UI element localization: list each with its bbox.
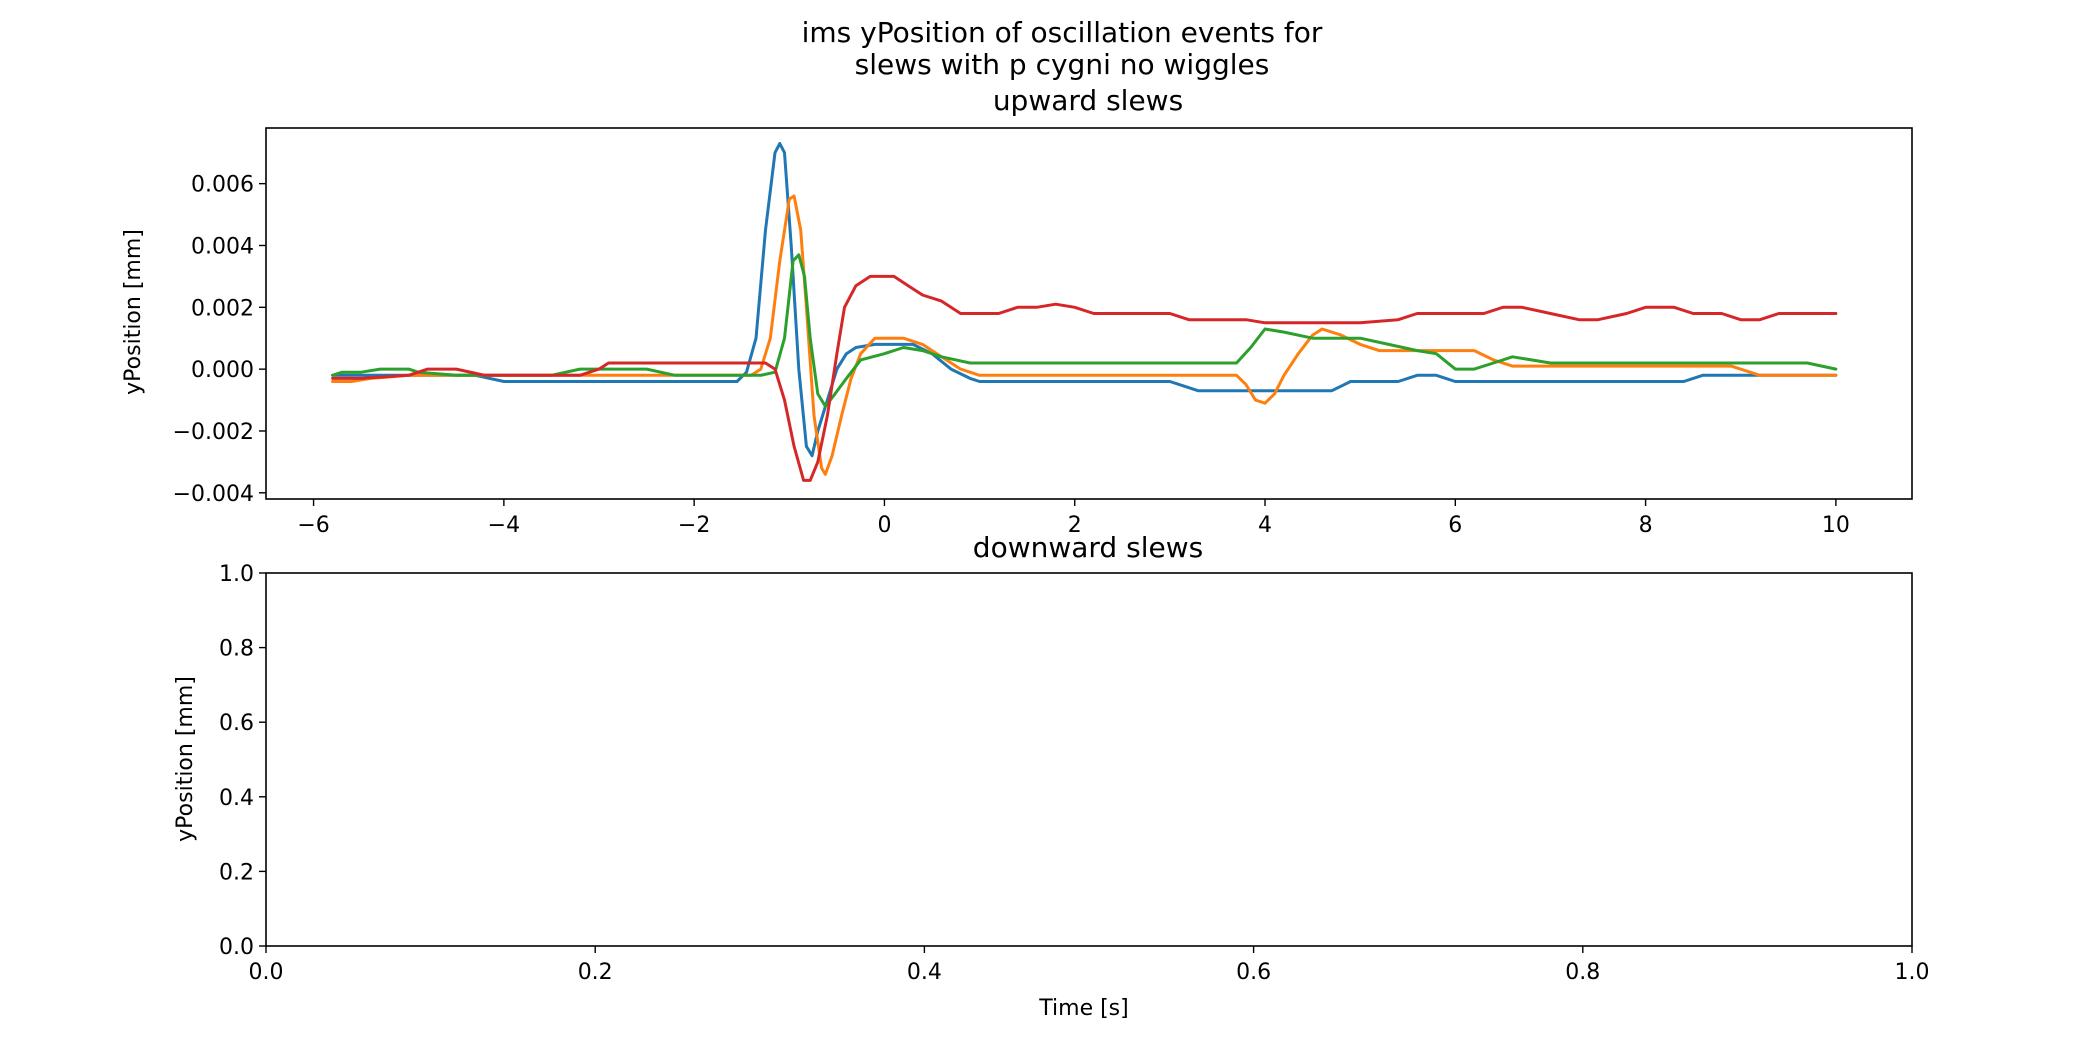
upward-slews-y-tick-label: −0.002 xyxy=(173,420,254,445)
downward-slews-x-tick-label: 0.6 xyxy=(1236,960,1271,985)
downward-slews-y-tick-label: 0.6 xyxy=(219,711,254,736)
figure-title-line-1: ims yPosition of oscillation events for xyxy=(802,16,1323,49)
upward-slews-y-axis-label: yPosition [mm] xyxy=(121,229,146,395)
upward-slews-x-tick-label: 2 xyxy=(1068,513,1082,538)
upward-slews-x-tick-label: 0 xyxy=(877,513,891,538)
downward-slews-x-tick-label: 0.4 xyxy=(907,960,942,985)
upward-slews-y-tick-label: 0.004 xyxy=(191,234,254,259)
upward-slews-y-tick-label: −0.004 xyxy=(173,482,254,507)
downward-slews-y-tick-label: 0.0 xyxy=(219,935,254,960)
upward-slews-x-tick-label: −4 xyxy=(488,513,520,538)
downward-slews-x-tick-label: 0.2 xyxy=(578,960,613,985)
downward-slews-x-tick-label: 1.0 xyxy=(1895,960,1930,985)
figure-title-line-2: slews with p cygni no wiggles xyxy=(855,48,1270,81)
downward-slews-y-tick-label: 1.0 xyxy=(219,562,254,587)
upward-slews-y-tick-label: 0.002 xyxy=(191,296,254,321)
upward-slews-series-line-1 xyxy=(331,142,1838,458)
downward-slews-title: downward slews xyxy=(973,531,1203,564)
upward-slews-series-line-4 xyxy=(331,274,1838,482)
upward-slews-x-tick-label: 4 xyxy=(1258,513,1272,538)
upward-slews-series-line-3 xyxy=(331,253,1838,408)
downward-slews-x-tick-label: 0.8 xyxy=(1565,960,1600,985)
upward-slews-subplot: upward slews yPosition [mm] −6 −4 −2 0 2 4 6 8 1… xyxy=(121,84,1913,538)
downward-slews-y-tick-label: 0.2 xyxy=(219,860,254,885)
upward-slews-y-tick-label: 0.000 xyxy=(191,358,254,383)
upward-slews-title: upward slews xyxy=(993,84,1183,117)
downward-slews-x-axis-label: Time [s] xyxy=(1038,996,1128,1021)
upward-slews-frame xyxy=(265,127,1913,500)
downward-slews-y-tick-label: 0.4 xyxy=(219,786,254,811)
upward-slews-ticks: −6 −4 −2 0 2 4 6 8 10 −0.004 −0.002 0.000 0.002 0.004… xyxy=(173,173,1850,538)
downward-slews-y-tick-label: 0.8 xyxy=(219,637,254,662)
upward-slews-x-tick-label: −2 xyxy=(678,513,710,538)
upward-slews-lines xyxy=(331,142,1838,482)
upward-slews-y-tick-label: 0.006 xyxy=(191,173,254,198)
upward-slews-x-tick-label: 10 xyxy=(1822,513,1850,538)
downward-slews-frame xyxy=(265,572,1913,947)
downward-slews-x-tick-label: 0.0 xyxy=(249,960,284,985)
upward-slews-x-tick-label: 6 xyxy=(1448,513,1462,538)
downward-slews-ticks: 0.0 0.2 0.4 0.6 0.8 1.0 0.0 0.2 0.4 0.6 0.8 1.0 xyxy=(219,562,1930,985)
downward-slews-subplot: downward slews yPosition [mm] Time [s] 0… xyxy=(173,531,1930,1021)
upward-slews-x-tick-label: 8 xyxy=(1639,513,1653,538)
upward-slews-x-tick-label: −6 xyxy=(297,513,329,538)
downward-slews-y-axis-label: yPosition [mm] xyxy=(173,676,198,842)
